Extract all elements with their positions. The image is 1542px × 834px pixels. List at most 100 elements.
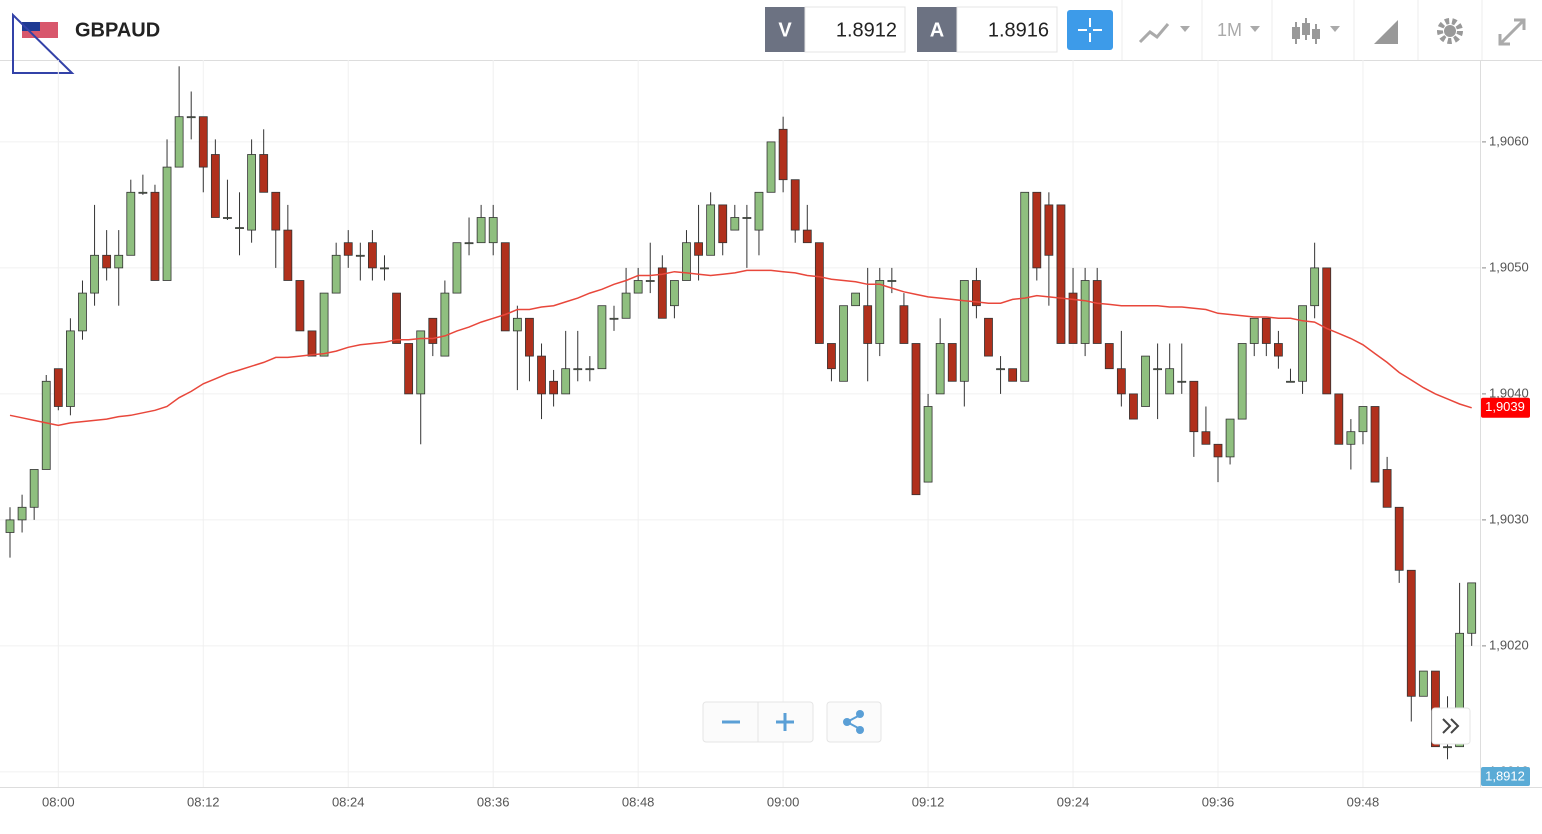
x-tick-label: 08:48 [622, 794, 655, 809]
candle-body [561, 368, 571, 395]
header: GBPAUD V 1.8912 A 1.8916 1M [0, 0, 1542, 74]
candle-body [1153, 368, 1162, 371]
bid-price-label: 1,8912 [1485, 768, 1525, 783]
candle-body [53, 368, 63, 407]
symbol: GBPAUD [75, 19, 160, 41]
candle-body [1116, 368, 1126, 395]
candle-body [609, 317, 619, 320]
candle-body [1008, 368, 1018, 382]
zoom-in-button[interactable] [776, 713, 794, 731]
candle-body [1394, 506, 1404, 571]
buy-button[interactable] [917, 7, 957, 52]
candle-body [718, 204, 728, 244]
candle-body [633, 280, 643, 294]
candle-body [1274, 343, 1283, 357]
dropdown-arrow [1250, 26, 1260, 32]
x-tick-label: 08:36 [477, 794, 510, 809]
candle-body [657, 267, 667, 319]
candle-body [1177, 380, 1187, 383]
buy-price: 1.8916 [988, 19, 1049, 41]
candle-body [355, 254, 365, 257]
candle-body [1346, 431, 1356, 445]
candle-body [66, 330, 75, 407]
x-tick-label: 09:24 [1057, 794, 1090, 809]
share-icon [856, 710, 864, 718]
bid-price-tag [1481, 767, 1530, 786]
y-tick-label: 1,9020 [1489, 637, 1529, 652]
candle-body [295, 280, 305, 332]
buy-label: A [930, 19, 944, 41]
candle-body [198, 116, 208, 168]
candle-body [1358, 406, 1368, 433]
candle-body [367, 242, 377, 269]
draw-icon[interactable] [1374, 20, 1398, 44]
candle-body [899, 305, 909, 344]
candle-body [1189, 380, 1199, 433]
candle-body [259, 154, 269, 193]
dropdown-arrow [1330, 26, 1340, 32]
triangle-outline [12, 12, 75, 74]
candle-body [380, 267, 389, 270]
candle-body [742, 217, 752, 219]
crosshair-button[interactable] [1067, 10, 1113, 50]
candle-body [90, 254, 99, 294]
candle-body [911, 343, 921, 496]
candle-body [754, 191, 764, 231]
candle-body [223, 217, 232, 219]
candle-body [585, 368, 595, 371]
x-tick-label: 08:00 [42, 794, 75, 809]
candle-body [512, 317, 522, 332]
candle-body [17, 506, 27, 521]
candle-body [682, 242, 691, 281]
fullscreen-icon[interactable] [1498, 18, 1526, 46]
y-tick-label: 1,9050 [1489, 259, 1529, 274]
candle-body [307, 330, 317, 357]
candle-icon [1292, 27, 1300, 39]
candle-body [1104, 343, 1114, 370]
candle-body [1225, 418, 1235, 458]
candle-body [1322, 267, 1332, 395]
candle-body [1092, 280, 1102, 344]
candle-body [573, 368, 583, 371]
sell-price-box [804, 6, 906, 53]
candle-body [210, 154, 220, 218]
candle-body [114, 254, 124, 269]
settings-icon[interactable] [1437, 18, 1463, 44]
candle-body [537, 355, 546, 395]
candle-body [814, 242, 824, 344]
candle-body [645, 280, 655, 282]
moving-average-line [9, 269, 1472, 427]
chart-type-icon[interactable] [1138, 23, 1170, 44]
candle-body [319, 292, 329, 357]
candle-body [78, 292, 87, 332]
candle-body [875, 280, 885, 344]
x-tick-label: 08:24 [332, 794, 365, 809]
y-tick-label: 1,9030 [1489, 511, 1529, 526]
candle-body [162, 166, 172, 281]
separator [1121, 0, 1483, 60]
candle-body [392, 292, 401, 344]
candle-body [887, 280, 897, 282]
candle-body [947, 343, 957, 382]
sell-button[interactable] [765, 7, 805, 52]
ma-price-label: 1,9039 [1485, 399, 1525, 414]
candle-body [525, 317, 534, 357]
candle-body [1044, 204, 1054, 256]
candle-body [1056, 204, 1066, 344]
candle-body [343, 242, 353, 256]
candle-body [670, 280, 679, 307]
y-tick-label: 1,9040 [1489, 385, 1529, 400]
y-tick-label: 1,9060 [1489, 133, 1529, 148]
candle-body [1261, 317, 1271, 344]
candle-body [440, 292, 450, 357]
candle-body [1249, 317, 1259, 344]
candle-body [597, 305, 607, 370]
candle-body [778, 128, 788, 181]
sell-label: V [778, 19, 792, 41]
timeframe[interactable]: 1M [1217, 20, 1242, 40]
scroll-icon [1442, 718, 1460, 734]
candle-body [476, 217, 486, 244]
